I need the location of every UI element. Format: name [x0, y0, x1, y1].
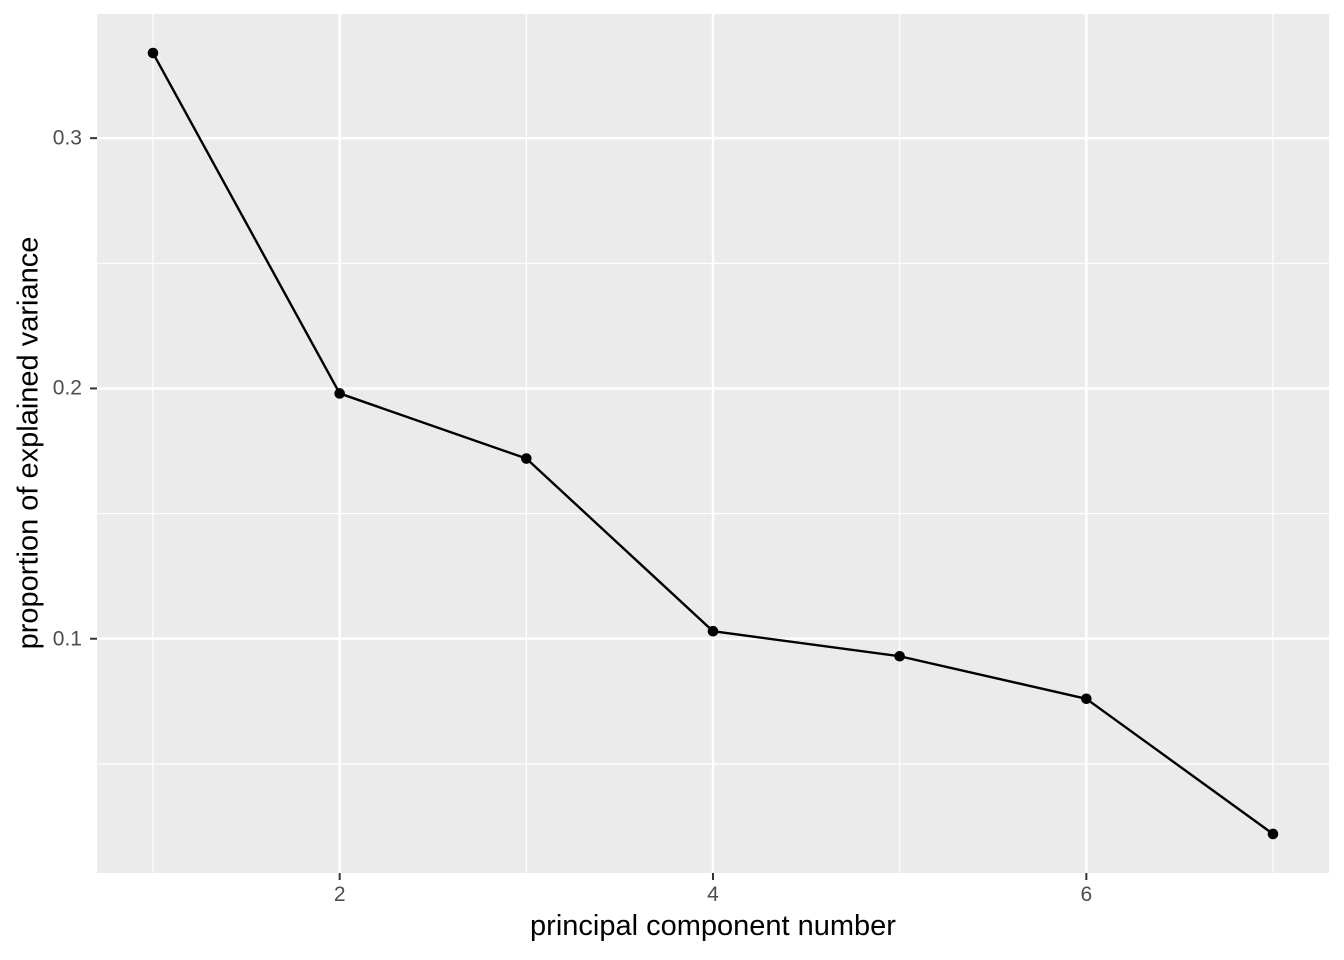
data-point-pc2	[334, 388, 345, 399]
x-tick-label-6: 6	[1080, 883, 1093, 906]
data-point-pc5	[894, 650, 905, 662]
data-point-pc6	[1081, 693, 1092, 705]
data-point-pc3	[521, 453, 532, 464]
y-axis-title: proportion of explained variance	[12, 236, 45, 650]
y-tick-label-0.1: 0.1	[52, 627, 82, 651]
data-point-pc7	[1267, 828, 1279, 840]
y-tick-label-0.3: 0.3	[52, 126, 82, 150]
x-axis-title: principal component number	[530, 910, 896, 942]
data-point-pc4	[707, 625, 719, 637]
x-tick-label-4: 4	[707, 883, 719, 906]
y-tick-label-0.2: 0.2	[52, 376, 82, 400]
data-point-pc1	[147, 47, 159, 59]
x-tick-label-2: 2	[333, 883, 346, 906]
